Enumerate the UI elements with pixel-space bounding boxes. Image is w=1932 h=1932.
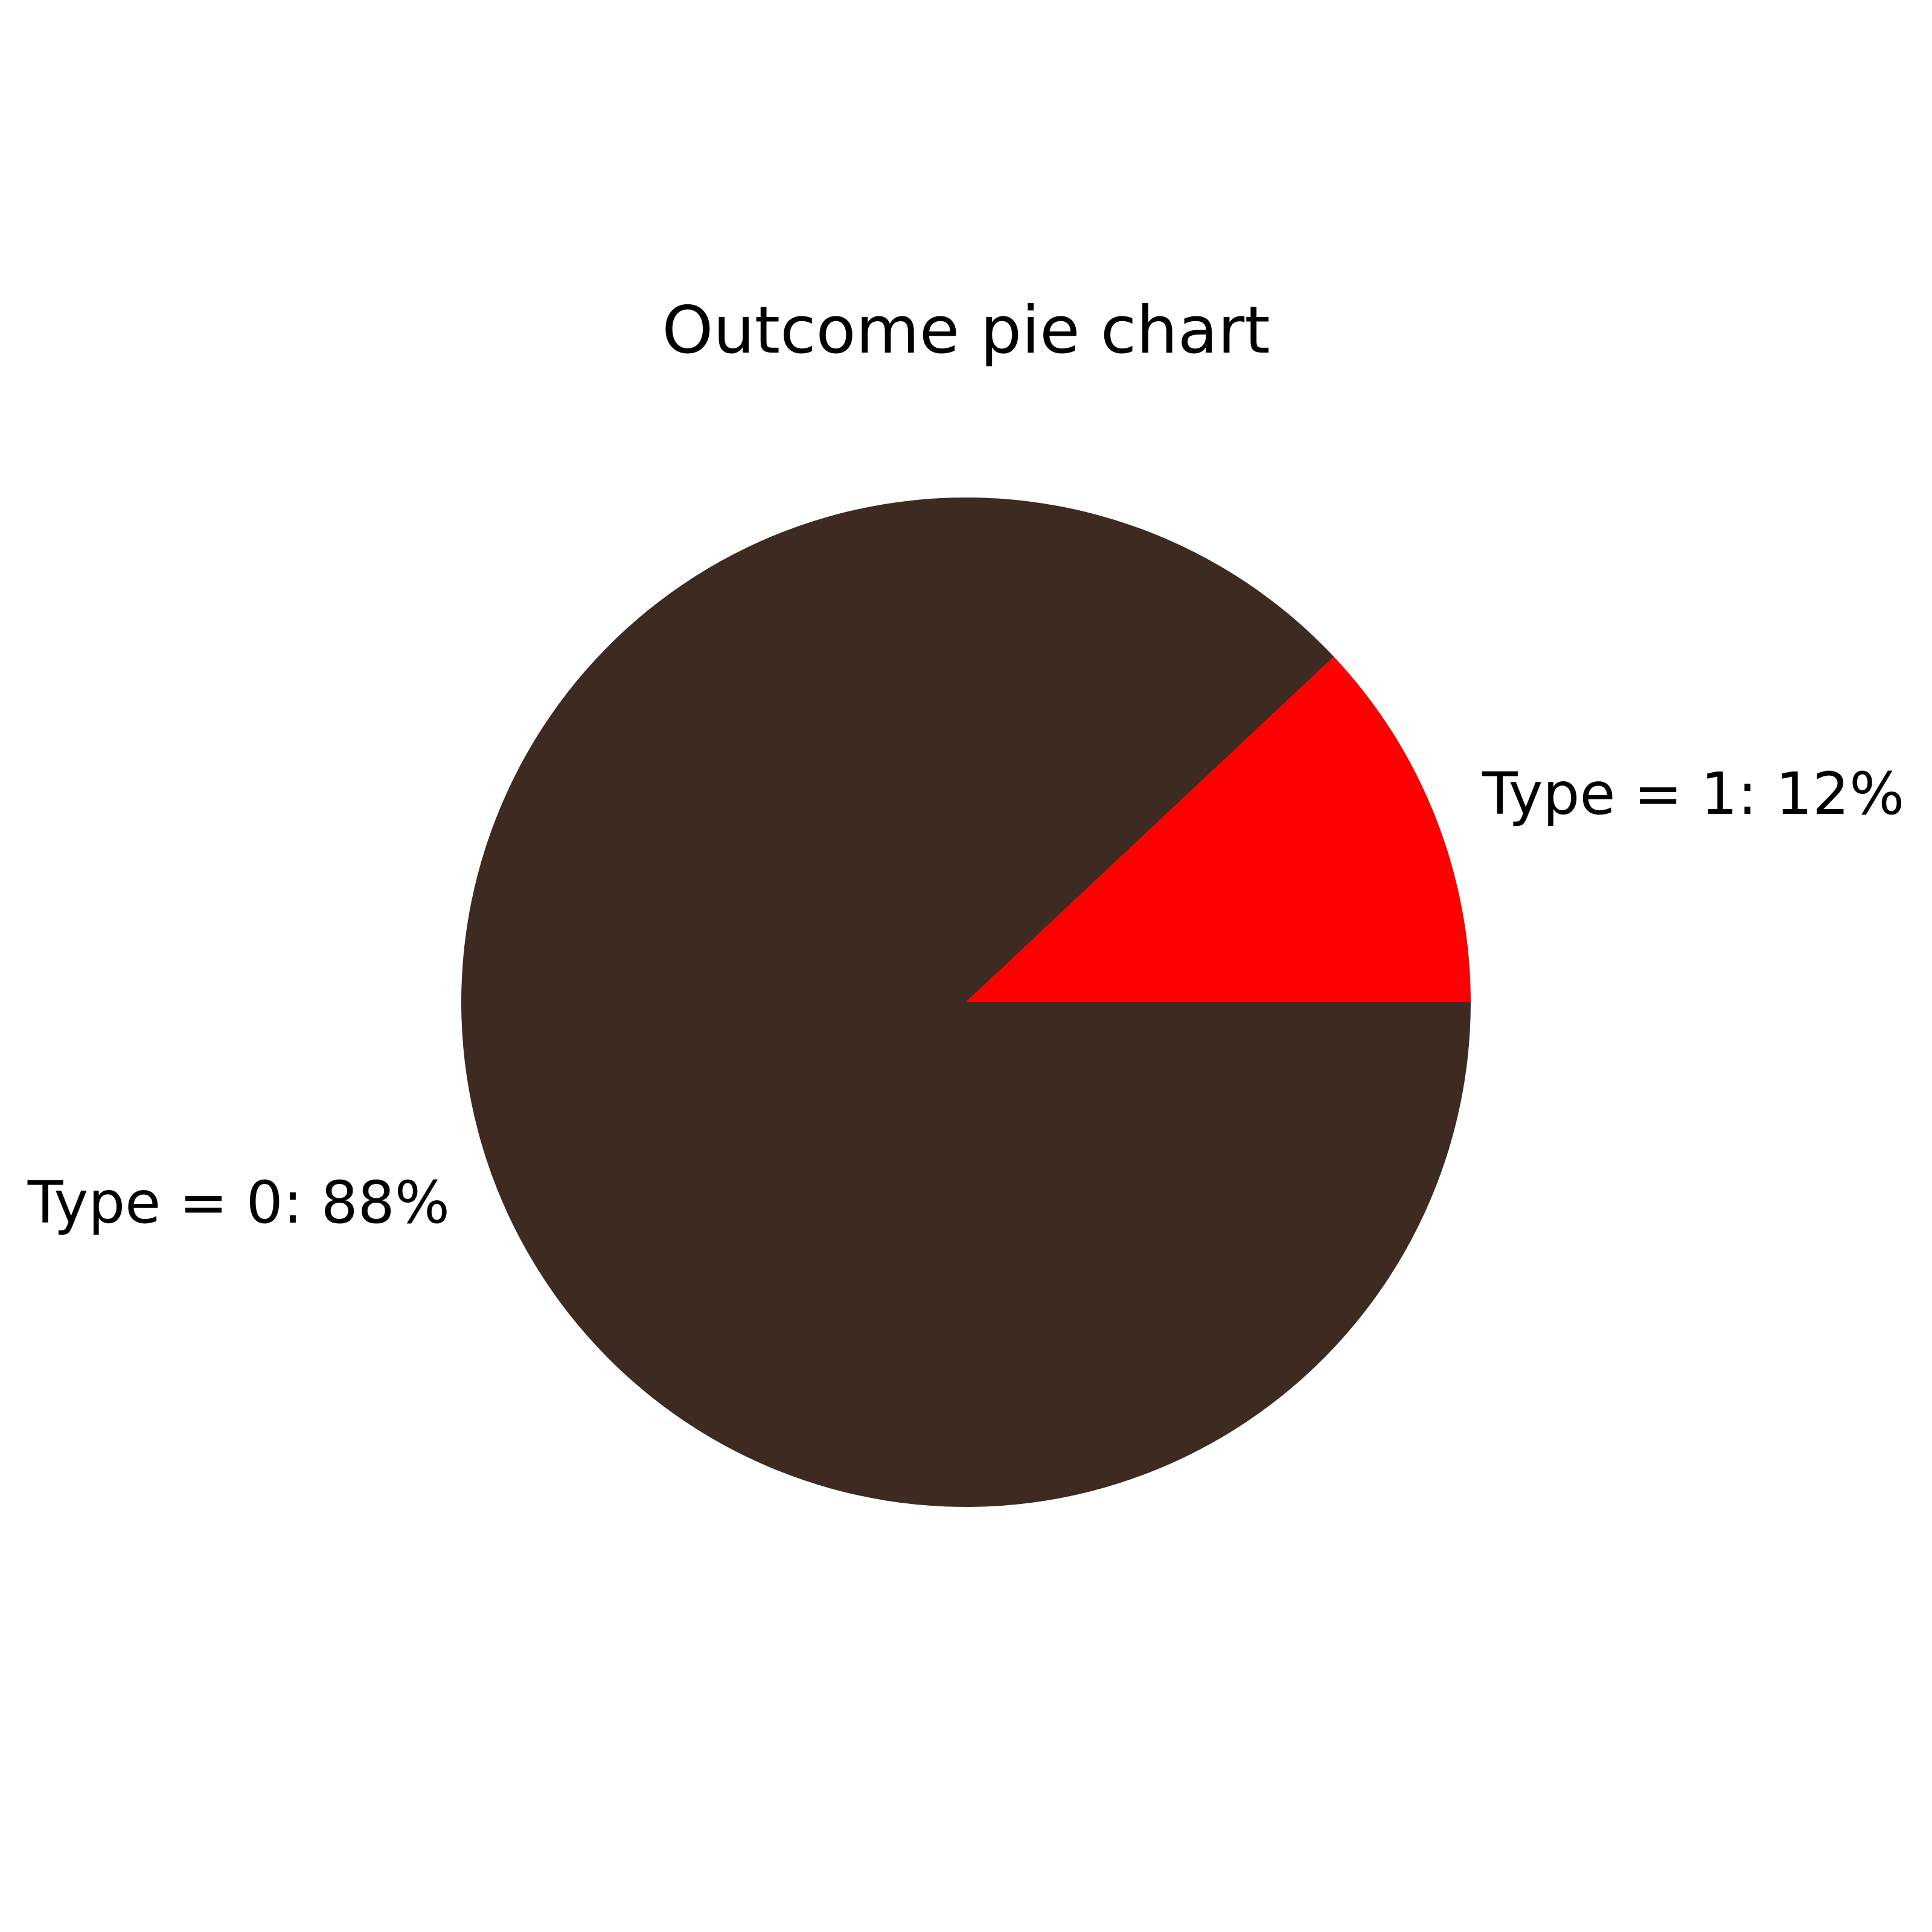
pie-slice-1	[966, 656, 1471, 1002]
pie-slice-label-1: Type = 1: 12%	[1482, 760, 1904, 828]
chart-title: Outcome pie chart	[662, 293, 1270, 368]
pie-slices	[461, 497, 1471, 1508]
pie-slice-label-0: Type = 0: 88%	[27, 1169, 450, 1236]
pie-slice-0	[461, 497, 1471, 1508]
pie-labels: Type = 0: 88% Type = 1: 12%	[27, 760, 1905, 1236]
